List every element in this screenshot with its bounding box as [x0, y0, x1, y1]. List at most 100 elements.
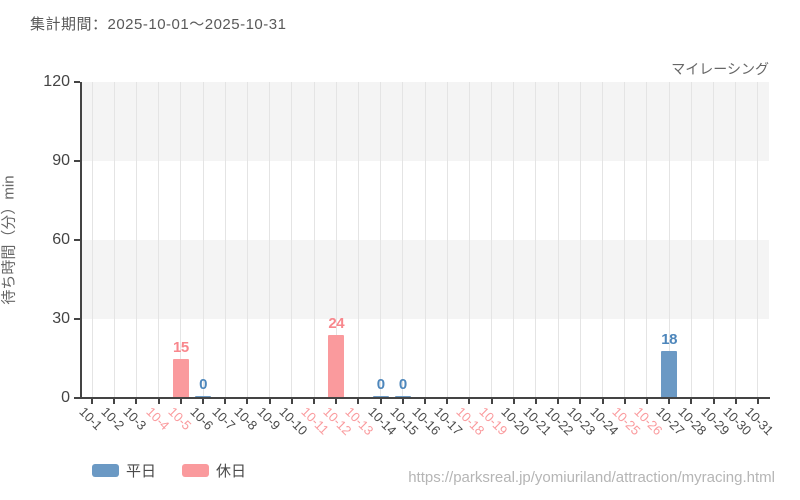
vertical-gridline	[624, 82, 626, 398]
vertical-gridline	[557, 82, 559, 398]
attraction-name-label: マイレーシング	[671, 61, 769, 77]
vertical-gridline	[113, 82, 115, 398]
vertical-gridline	[180, 82, 182, 398]
vertical-gridline	[491, 82, 493, 398]
x-tick-mark	[468, 399, 471, 404]
x-tick-mark	[756, 399, 759, 404]
vertical-gridline	[202, 82, 204, 398]
vertical-gridline	[535, 82, 537, 398]
vertical-gridline	[446, 82, 448, 398]
y-tick-mark	[74, 81, 80, 83]
vertical-gridline	[646, 82, 648, 398]
x-tick-mark	[246, 399, 249, 404]
vertical-gridline	[313, 82, 315, 398]
x-tick-mark	[490, 399, 493, 404]
x-tick-mark	[224, 399, 227, 404]
plot-area: 0 0 0 18 15 24	[81, 82, 769, 398]
x-tick-mark	[202, 399, 205, 404]
bar-value-label: 0	[199, 376, 207, 393]
x-tick-mark	[734, 399, 737, 404]
y-tick-mark	[74, 239, 80, 241]
vertical-gridline	[246, 82, 248, 398]
x-tick-mark	[157, 399, 160, 404]
legend-item-休日[interactable]: 休日	[182, 460, 246, 481]
vertical-gridline	[757, 82, 759, 398]
x-tick-mark	[512, 399, 515, 404]
chart-legend: 平日 休日	[92, 460, 246, 481]
vertical-gridline	[224, 82, 226, 398]
legend-swatch	[182, 464, 210, 477]
x-tick-mark	[401, 399, 404, 404]
x-tick-mark	[557, 399, 560, 404]
vertical-gridline	[690, 82, 692, 398]
x-tick-mark	[357, 399, 360, 404]
vertical-gridline	[158, 82, 160, 398]
x-tick-mark	[668, 399, 671, 404]
x-tick-label-10-6: 10-6	[187, 404, 217, 434]
legend-swatch	[92, 464, 119, 477]
vertical-gridline	[424, 82, 426, 398]
x-tick-mark	[690, 399, 693, 404]
x-tick-mark	[268, 399, 271, 404]
vertical-gridline	[668, 82, 670, 398]
x-tick-mark	[579, 399, 582, 404]
x-tick-label-10-8: 10-8	[231, 404, 261, 434]
vertical-gridline	[380, 82, 382, 398]
vertical-gridline	[579, 82, 581, 398]
vertical-gridline	[335, 82, 337, 398]
x-tick-mark	[601, 399, 604, 404]
y-tick-label: 60	[52, 231, 70, 248]
vertical-gridline	[735, 82, 737, 398]
bar-平日-10-27[interactable]	[661, 350, 678, 398]
bar-value-label: 24	[328, 314, 345, 332]
vertical-gridline	[269, 82, 271, 398]
x-tick-label-10-3: 10-3	[120, 404, 150, 434]
vertical-gridline	[91, 82, 93, 398]
x-tick-mark	[335, 399, 338, 404]
x-tick-label-10-4: 10-4	[143, 404, 173, 434]
x-axis-line	[80, 397, 770, 399]
vertical-gridline	[357, 82, 359, 398]
y-tick-mark	[74, 160, 80, 162]
vertical-gridline	[713, 82, 715, 398]
x-tick-mark	[313, 399, 316, 404]
x-tick-mark	[645, 399, 648, 404]
legend-item-平日[interactable]: 平日	[92, 460, 156, 481]
y-tick-label: 90	[52, 152, 70, 169]
x-tick-label-10-5: 10-5	[165, 404, 195, 434]
x-tick-mark	[113, 399, 116, 404]
x-tick-mark	[379, 399, 382, 404]
vertical-gridline	[402, 82, 404, 398]
x-tick-mark	[179, 399, 182, 404]
bar-休日-10-5[interactable]	[172, 358, 189, 398]
y-tick-mark	[74, 318, 80, 320]
legend-label: 平日	[126, 463, 157, 480]
x-tick-mark	[91, 399, 94, 404]
x-tick-label-10-1: 10-1	[76, 404, 106, 434]
x-tick-label-10-9: 10-9	[254, 404, 284, 434]
y-axis-line	[80, 82, 82, 399]
vertical-gridline	[291, 82, 293, 398]
bar-休日-10-12[interactable]	[328, 334, 345, 398]
y-tick-label: 120	[43, 73, 70, 90]
y-tick-label: 0	[61, 389, 70, 406]
vertical-gridline	[513, 82, 515, 398]
x-tick-mark	[424, 399, 426, 404]
legend-label: 休日	[216, 463, 247, 480]
x-tick-mark	[446, 399, 449, 404]
vertical-gridline	[602, 82, 604, 398]
source-url[interactable]: https://parksreal.jp/yomiuriland/attract…	[408, 469, 775, 486]
aggregation-period-title: 集計期間：2025-10-01～2025-10-31	[30, 16, 287, 33]
y-tick-label: 30	[52, 310, 70, 327]
bar-value-label: 0	[376, 376, 385, 393]
x-tick-mark	[623, 399, 626, 404]
y-tick-mark	[74, 397, 80, 399]
x-tick-mark	[135, 399, 138, 404]
bar-value-label: 0	[398, 376, 407, 393]
vertical-gridline	[468, 82, 470, 398]
bar-value-label: 15	[173, 338, 189, 356]
x-tick-mark	[712, 399, 715, 404]
x-tick-mark	[534, 399, 537, 404]
x-tick-mark	[290, 399, 293, 404]
